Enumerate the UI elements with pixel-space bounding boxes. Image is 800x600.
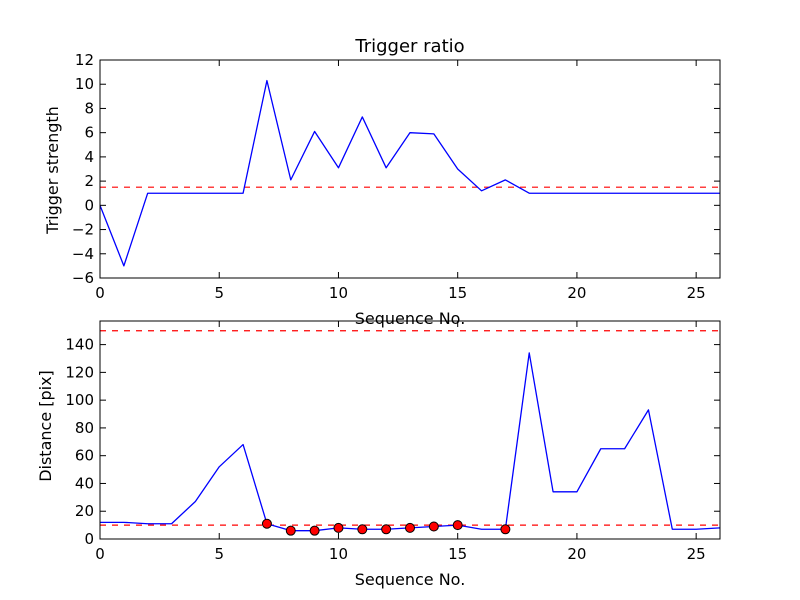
y-tick-label: 0 (84, 530, 94, 548)
data-point (452, 520, 463, 531)
plot-frame (99, 320, 721, 540)
x-tick-label: 25 (687, 545, 706, 563)
x-tick-label: 15 (448, 284, 467, 302)
series-line (100, 79, 720, 267)
data-point (357, 524, 368, 535)
data-point (333, 522, 344, 533)
data-point (261, 518, 272, 529)
x-axis-label: Sequence No. (355, 570, 466, 589)
y-tick-label: 120 (65, 363, 94, 381)
y-tick-label: −2 (72, 221, 94, 239)
data-point (405, 522, 415, 533)
x-tick-label: 0 (95, 284, 105, 302)
x-tick-label: 20 (567, 284, 586, 302)
y-tick-label: 100 (65, 391, 94, 409)
y-tick-label: 0 (84, 196, 94, 214)
y-tick-label: 12 (75, 51, 94, 69)
y-axis-label: Distance [pix] (36, 370, 55, 482)
y-tick-label: 8 (84, 99, 94, 117)
y-tick-label: 80 (75, 419, 94, 437)
x-tick-label: 5 (214, 545, 224, 563)
x-tick-label: 5 (214, 284, 224, 302)
x-tick-label: 0 (95, 545, 105, 563)
y-tick-label: 20 (75, 502, 94, 520)
x-tick-label: 20 (567, 545, 586, 563)
y-tick-label: −4 (72, 245, 94, 263)
y-tick-label: −6 (72, 269, 94, 287)
distance-plot: Sequence No. Distance [pix] 0 5 10 15 20 25 0 2… (36, 320, 721, 589)
x-tick-label: 10 (329, 545, 348, 563)
plot-area (100, 79, 720, 267)
chart-title: Trigger ratio (354, 36, 464, 57)
x-tick-label: 15 (448, 545, 467, 563)
y-axis-label: Trigger strength (43, 106, 62, 235)
y-tick-label: 2 (84, 172, 94, 190)
data-point (285, 525, 296, 536)
plot-frame (99, 59, 721, 279)
data-point (309, 525, 320, 536)
y-tick-label: 10 (75, 75, 94, 93)
data-point (428, 521, 439, 532)
plot-area (100, 330, 720, 532)
data-point (500, 524, 511, 535)
data-point (381, 524, 392, 535)
x-tick-label: 10 (329, 284, 348, 302)
y-tick-label: 4 (84, 148, 94, 166)
x-tick-label: 25 (687, 284, 706, 302)
y-tick-label: 40 (75, 474, 94, 492)
y-tick-label: 60 (75, 447, 94, 465)
trigger-ratio-plot: Trigger ratio Sequence No. Trigger stren… (43, 36, 721, 328)
x-axis-label: Sequence No. (355, 309, 466, 328)
y-tick-label: 140 (65, 336, 94, 354)
series-line (100, 352, 720, 532)
y-tick-label: 6 (84, 124, 94, 142)
